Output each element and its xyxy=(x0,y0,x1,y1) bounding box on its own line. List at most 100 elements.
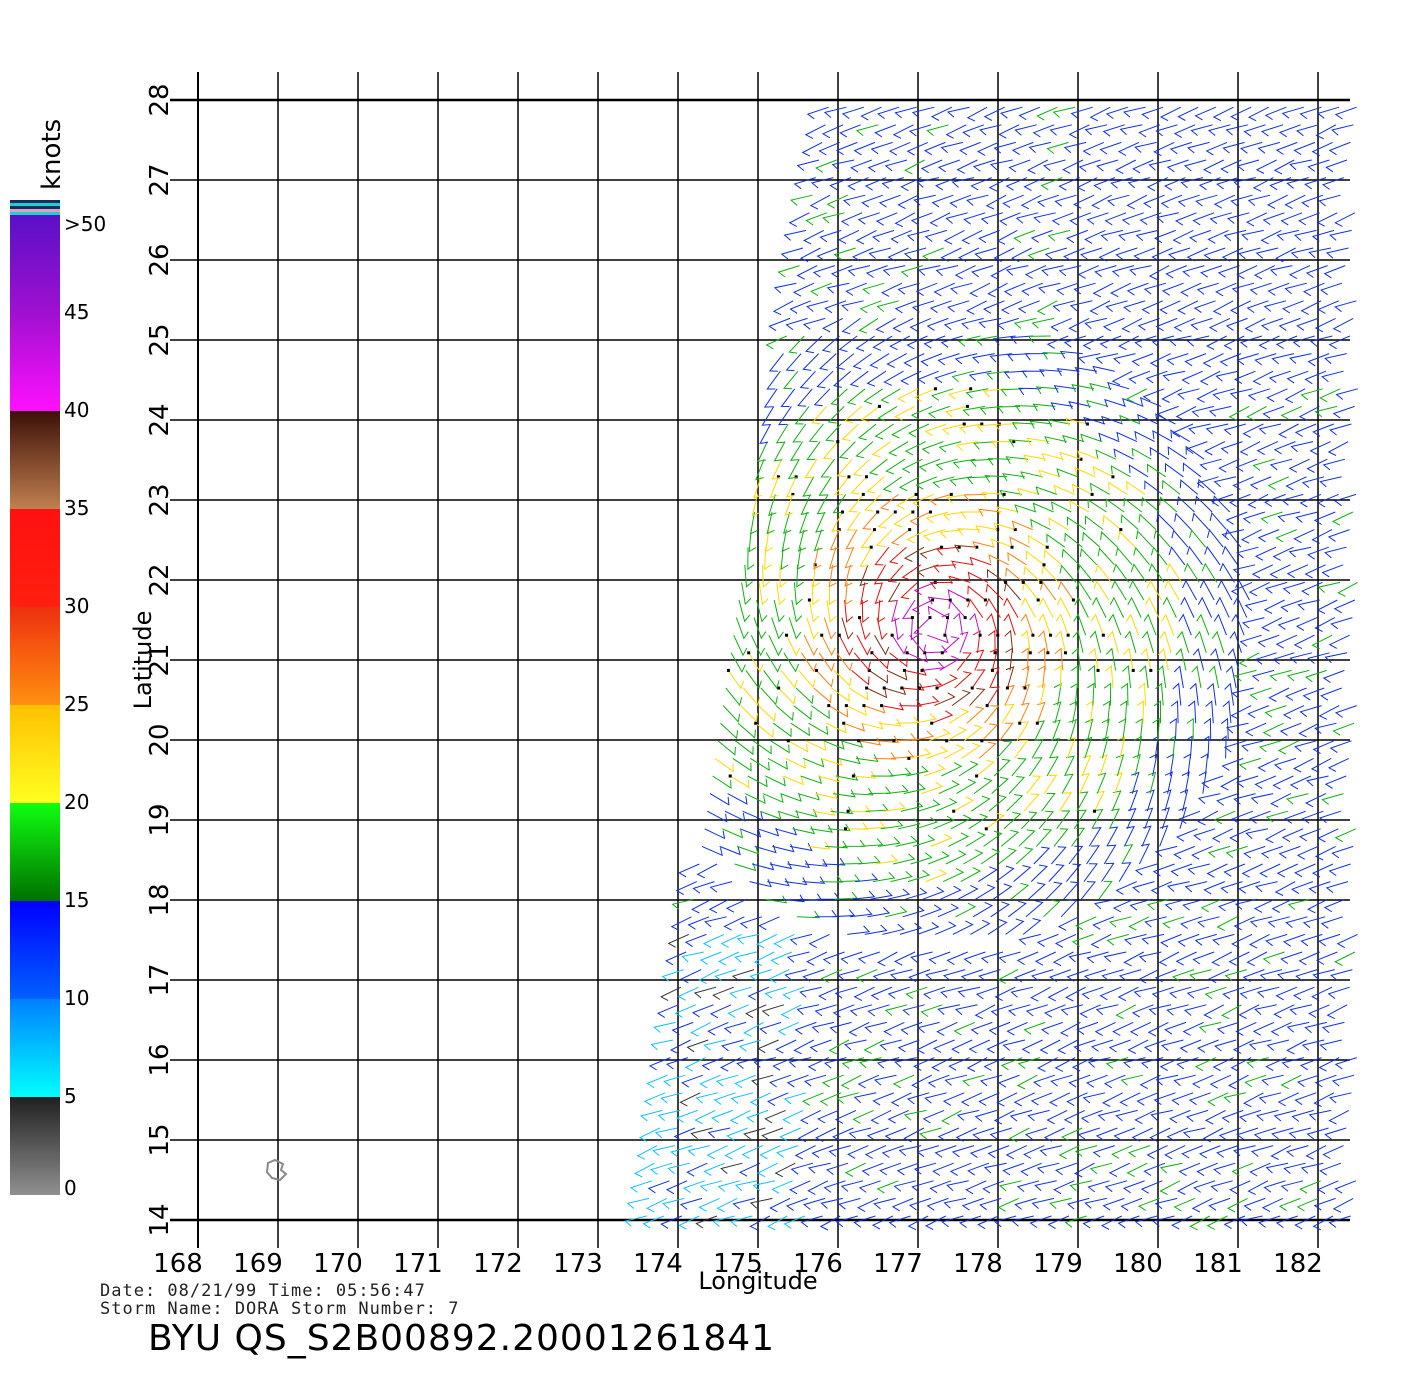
wind-barb xyxy=(788,1057,812,1068)
wind-barb xyxy=(1080,881,1096,900)
wind-barb xyxy=(999,722,1014,742)
wind-barb xyxy=(896,1162,919,1176)
wind-barb xyxy=(770,740,790,754)
wind-barb xyxy=(1056,282,1079,296)
wind-barb xyxy=(1270,1145,1292,1160)
wind-barb xyxy=(911,1074,932,1090)
wind-barb xyxy=(1188,700,1197,724)
wind-barb xyxy=(1231,687,1254,699)
wind-barb xyxy=(835,141,858,156)
wind-barb xyxy=(890,529,910,546)
wind-barb xyxy=(993,758,1011,777)
wind-barb xyxy=(1273,1004,1295,1019)
wind-barb xyxy=(900,370,922,386)
wind-barb xyxy=(1090,613,1104,636)
wind-barb xyxy=(997,405,1021,414)
wind-barb xyxy=(1117,1215,1140,1229)
wind-barb xyxy=(1281,106,1305,119)
wind-barb xyxy=(1013,865,1032,882)
wind-barb xyxy=(913,1162,937,1175)
wind-barb xyxy=(769,1197,791,1213)
wind-barb xyxy=(992,335,1016,345)
wind-barb xyxy=(905,986,928,1000)
rain-flag-marker xyxy=(869,545,873,549)
wind-barb xyxy=(1277,969,1300,981)
wind-barb xyxy=(1166,159,1189,173)
wind-barb xyxy=(1073,809,1087,830)
wind-barb xyxy=(768,494,777,517)
rain-flag-marker xyxy=(993,651,997,655)
wind-barb xyxy=(1257,141,1280,154)
wind-barb xyxy=(671,1021,694,1035)
wind-barb xyxy=(866,476,885,494)
wind-barb xyxy=(1021,683,1031,706)
date-time-line: Date: 08/21/99 Time: 05:56:47 xyxy=(100,1281,426,1301)
wind-barb xyxy=(809,194,831,210)
wind-barb xyxy=(1051,719,1061,741)
wind-barb xyxy=(1238,247,1261,260)
latitude-tick-label: 26 xyxy=(145,243,175,276)
wind-barb xyxy=(1242,511,1266,524)
product-title: BYU QS_S2B00892.20001261841 xyxy=(148,1318,776,1359)
wind-barb xyxy=(749,1197,773,1209)
wind-barb xyxy=(957,986,981,998)
rain-flag-marker xyxy=(928,616,932,620)
rain-flag-marker xyxy=(1018,721,1022,725)
wind-barb xyxy=(1123,1057,1146,1069)
wind-barb xyxy=(1039,1039,1061,1055)
wind-barb xyxy=(989,1127,1012,1140)
wind-barb xyxy=(858,1180,881,1193)
wind-barb xyxy=(907,423,930,438)
wind-barb xyxy=(847,177,869,191)
wind-barb xyxy=(749,969,772,982)
wind-barb xyxy=(736,1057,759,1069)
rain-flag-marker xyxy=(1101,633,1105,637)
wind-barb xyxy=(983,1162,1007,1174)
wind-barb xyxy=(1161,1039,1184,1051)
wind-barb xyxy=(1089,106,1111,122)
wind-barb xyxy=(946,106,970,118)
wind-barb xyxy=(643,1092,666,1106)
wind-barb xyxy=(849,370,869,388)
wind-barb xyxy=(1261,617,1283,632)
wind-barb xyxy=(1334,951,1356,966)
wind-barb xyxy=(990,265,1012,280)
wind-barb xyxy=(813,388,831,407)
wind-barb xyxy=(1218,1127,1241,1141)
wind-barb xyxy=(1080,433,1102,443)
wind-barb xyxy=(909,511,931,526)
wind-barb xyxy=(969,688,986,706)
wind-barb xyxy=(808,599,820,623)
wind-barb xyxy=(1271,1127,1294,1140)
wind-barb xyxy=(804,124,826,139)
wind-barb xyxy=(949,1162,972,1177)
wind-barb xyxy=(1273,1109,1297,1122)
wind-barb xyxy=(1199,370,1221,386)
wind-barb xyxy=(1093,580,1110,601)
wind-barb xyxy=(966,300,988,315)
wind-barb xyxy=(1073,1162,1095,1178)
wind-barb xyxy=(947,300,970,313)
wind-barb xyxy=(923,335,946,349)
wind-barb xyxy=(880,494,899,511)
wind-barb xyxy=(1154,1197,1178,1210)
wind-barb xyxy=(1120,682,1129,706)
wind-barb xyxy=(940,335,963,348)
wind-barb xyxy=(986,1039,1008,1054)
wind-barb xyxy=(1022,918,1042,935)
wind-barb xyxy=(1079,773,1090,794)
wind-barb xyxy=(1332,1197,1354,1213)
wind-barb xyxy=(669,1039,691,1055)
wind-barb xyxy=(847,265,871,277)
wind-barb xyxy=(822,857,846,866)
wind-barb xyxy=(894,405,915,421)
wind-barb xyxy=(1298,951,1320,966)
wind-barb xyxy=(931,388,954,401)
wind-barb xyxy=(937,159,960,173)
wind-barb xyxy=(1119,1092,1141,1107)
wind-barb xyxy=(1171,529,1189,548)
rain-flag-marker xyxy=(858,616,862,620)
wind-barb xyxy=(927,605,948,619)
wind-barb xyxy=(806,106,829,120)
wind-barb xyxy=(1173,1074,1196,1087)
